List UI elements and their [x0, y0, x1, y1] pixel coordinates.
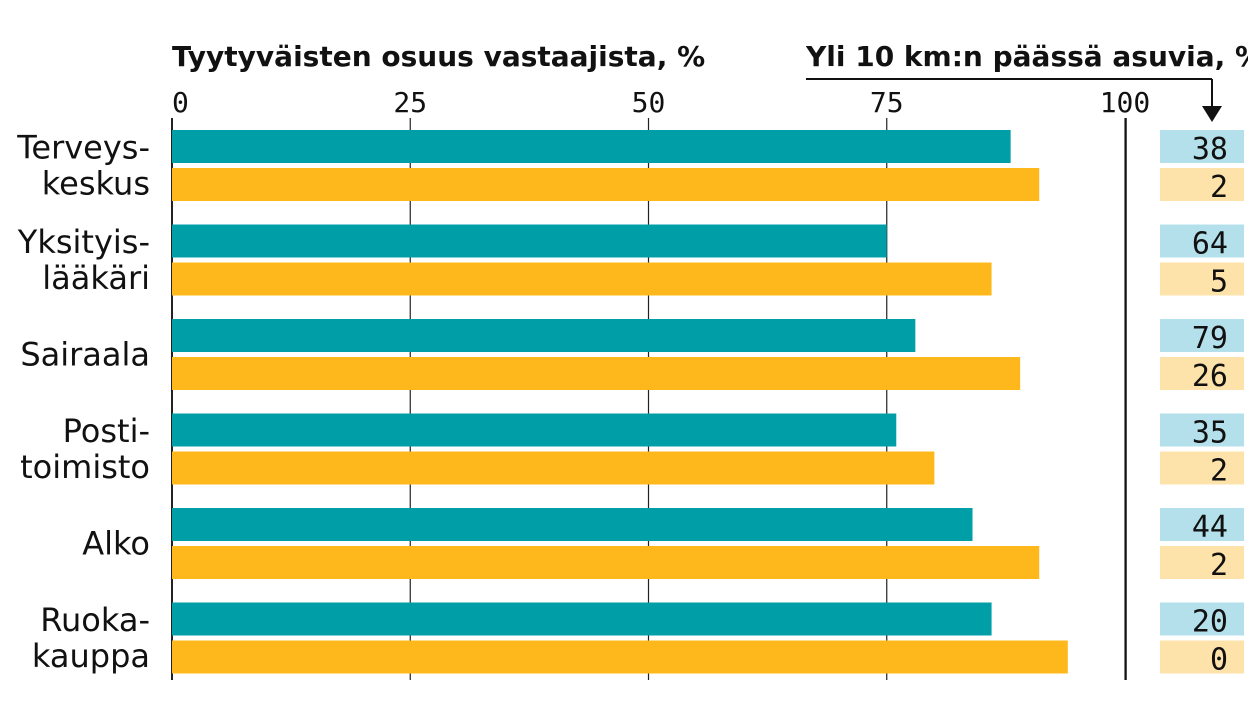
category-label: kauppa	[32, 637, 150, 675]
category-label: toimisto	[20, 448, 150, 486]
far-share-box	[1160, 508, 1244, 541]
far-share-box	[1160, 640, 1244, 674]
far-share-box	[1160, 451, 1244, 485]
bar	[172, 640, 1068, 674]
far-share-value: 44	[1192, 510, 1228, 545]
bar	[172, 168, 1040, 201]
far-share-box	[1160, 224, 1244, 258]
bar	[172, 357, 1021, 390]
far-share-box	[1160, 357, 1244, 390]
far-share-value: 26	[1192, 359, 1228, 394]
x-tick-label: 75	[870, 86, 904, 119]
bar	[172, 319, 916, 352]
far-share-box	[1160, 130, 1244, 163]
x-tick-label: 0	[172, 86, 189, 119]
far-share-box	[1160, 602, 1244, 636]
bar	[172, 508, 973, 541]
far-share-value: 38	[1192, 132, 1228, 167]
category-label: Terveys-	[16, 129, 150, 167]
x-tick-label: 50	[632, 86, 666, 119]
x-tick-label: 100	[1100, 86, 1151, 119]
bar	[172, 602, 992, 636]
bar	[172, 130, 1011, 163]
x-tick-label: 25	[393, 86, 427, 119]
gridlines	[171, 118, 1126, 680]
far-share-value: 35	[1192, 416, 1228, 451]
category-labels: Terveys-keskus Yksityis-lääkäri Sairaala Po…	[16, 129, 150, 676]
category-label: Sairaala	[20, 336, 150, 374]
bars	[172, 130, 1068, 674]
far-share-value: 2	[1210, 454, 1228, 489]
x-tick-labels: 0 25 50 75 100	[172, 86, 1150, 119]
category-label: Yksityis-	[17, 223, 150, 261]
category-label: Alko	[82, 525, 150, 563]
category-label: lääkäri	[42, 259, 150, 297]
bar	[172, 262, 992, 296]
far-share-value: 2	[1210, 170, 1228, 205]
x-axis-title: Tyytyväisten osuus vastaajista, %	[172, 40, 705, 73]
bar	[172, 224, 887, 258]
bar	[172, 546, 1040, 579]
far-share-value: 5	[1210, 265, 1228, 300]
far-share-value: 20	[1192, 605, 1228, 640]
far-share-arrow-icon	[1202, 106, 1222, 122]
category-label: keskus	[42, 165, 150, 203]
far-share-box	[1160, 546, 1244, 579]
far-share-box	[1160, 168, 1244, 201]
far-share-box	[1160, 262, 1244, 296]
bar	[172, 413, 897, 447]
category-label: Posti-	[63, 412, 150, 450]
far-share-value: 0	[1210, 643, 1228, 678]
far-share-box	[1160, 319, 1244, 352]
far-share-value: 64	[1192, 227, 1228, 262]
category-label: Ruoka-	[40, 601, 150, 639]
far-share-value: 2	[1210, 548, 1228, 583]
bar	[172, 451, 935, 485]
far-share-box	[1160, 413, 1244, 447]
far-share-value: 79	[1192, 321, 1228, 356]
far-share-title: Yli 10 km:n päässä asuvia, %	[805, 40, 1248, 73]
